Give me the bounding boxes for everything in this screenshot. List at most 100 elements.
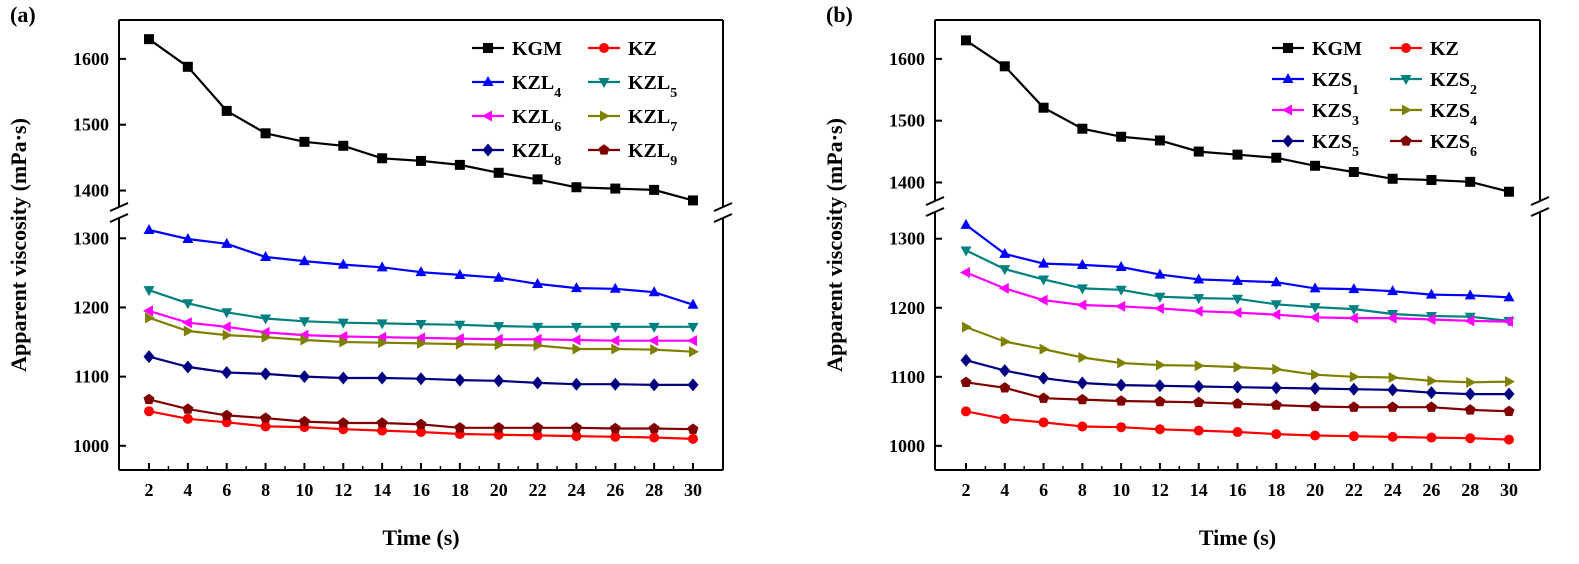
axis-break-mark <box>1530 196 1550 217</box>
data-point <box>1387 401 1399 412</box>
data-point <box>532 422 544 433</box>
data-point <box>532 430 543 441</box>
data-point <box>1270 309 1281 321</box>
axis-break-mark <box>925 196 945 217</box>
data-point <box>1271 429 1282 440</box>
data-point <box>377 425 388 436</box>
data-point <box>1232 274 1243 285</box>
data-point <box>1038 392 1050 403</box>
data-point <box>1233 361 1244 373</box>
data-point <box>1193 146 1204 157</box>
y-tick-label: 1100 <box>890 367 925 387</box>
legend-label: KZ <box>628 38 657 60</box>
panel-b: 2 4 6 8 10 12 14 16 18 20 22 24 26 28 3014001500160010… <box>822 2 1550 550</box>
data-point <box>182 61 193 72</box>
data-point <box>1154 424 1165 435</box>
legend-label: KZS6 <box>1430 131 1477 160</box>
legend-entry: KZS5 <box>1272 131 1359 160</box>
legend-label: KZL6 <box>512 106 561 135</box>
data-point <box>143 305 153 317</box>
x-tick-label: 22 <box>1345 480 1363 500</box>
legend-marker <box>482 143 494 157</box>
data-point <box>687 335 697 347</box>
legend-label: KZS4 <box>1430 100 1477 129</box>
data-point <box>1039 343 1050 355</box>
x-tick-label: 12 <box>334 480 352 500</box>
y-tick-label: 1500 <box>889 111 925 131</box>
data-point <box>610 183 621 194</box>
data-point <box>1078 351 1089 363</box>
data-point <box>1426 432 1437 443</box>
legend-entry: KZ <box>1390 38 1459 60</box>
data-point <box>611 343 622 355</box>
data-point <box>960 376 972 387</box>
data-point <box>1425 386 1437 400</box>
x-tick-label: 8 <box>1078 480 1087 500</box>
x-tick-label: 26 <box>1422 480 1440 500</box>
data-point <box>1348 401 1360 412</box>
data-point <box>260 421 271 432</box>
data-point <box>687 322 699 333</box>
data-point <box>688 195 698 206</box>
legend-marker <box>1282 104 1292 116</box>
series-kzs1 <box>960 218 1515 302</box>
legend-marker <box>1282 134 1294 148</box>
x-tick-label: 6 <box>1039 480 1048 500</box>
data-point <box>377 153 388 164</box>
data-point <box>415 266 427 277</box>
data-point <box>221 105 232 116</box>
data-point <box>337 331 348 343</box>
data-point <box>260 314 272 325</box>
data-point <box>221 409 233 421</box>
data-point <box>1193 294 1205 305</box>
data-point <box>570 422 582 433</box>
data-point <box>337 417 349 428</box>
data-point <box>532 277 544 288</box>
x-tick-label: 6 <box>222 480 231 500</box>
data-point <box>532 322 544 333</box>
legend-label: KZS1 <box>1312 69 1359 98</box>
x-tick-label: 24 <box>567 480 585 500</box>
data-point <box>183 325 194 337</box>
data-point <box>1309 382 1321 396</box>
series-kgm <box>961 35 1514 197</box>
data-point <box>1270 300 1282 311</box>
legend-entry: KZS4 <box>1390 100 1477 129</box>
data-point <box>960 267 970 279</box>
legend-marker <box>1400 135 1412 146</box>
data-point <box>1425 401 1437 412</box>
data-point <box>1232 397 1243 409</box>
legend-label: KZ <box>1430 38 1459 60</box>
data-point <box>376 261 388 272</box>
series-line <box>965 326 1510 384</box>
series-kzl5 <box>143 286 699 333</box>
data-point <box>1154 292 1166 303</box>
data-point <box>1155 359 1166 371</box>
data-point <box>376 371 388 385</box>
data-point <box>960 246 972 257</box>
data-point <box>999 247 1011 258</box>
legend-marker <box>600 110 610 122</box>
legend-marker <box>483 43 493 53</box>
data-point <box>687 423 699 434</box>
data-point <box>1037 294 1048 306</box>
x-tick-label: 10 <box>295 480 313 500</box>
data-point <box>493 271 505 282</box>
data-point <box>570 334 581 346</box>
legend-entry: KZL4 <box>472 72 561 101</box>
data-point <box>1115 261 1127 272</box>
data-point <box>494 339 505 351</box>
data-point <box>1076 376 1088 390</box>
data-point <box>1038 275 1050 286</box>
data-point <box>1348 382 1360 396</box>
x-tick-label: 22 <box>529 480 547 500</box>
legend-entry: KZ <box>588 38 657 60</box>
data-point <box>1077 421 1088 432</box>
data-point <box>1464 289 1476 300</box>
data-point <box>1116 131 1127 142</box>
panel-label: (a) <box>10 2 36 27</box>
data-point <box>493 422 505 433</box>
data-point <box>338 140 349 151</box>
data-point <box>378 337 389 349</box>
data-point <box>1465 433 1476 444</box>
